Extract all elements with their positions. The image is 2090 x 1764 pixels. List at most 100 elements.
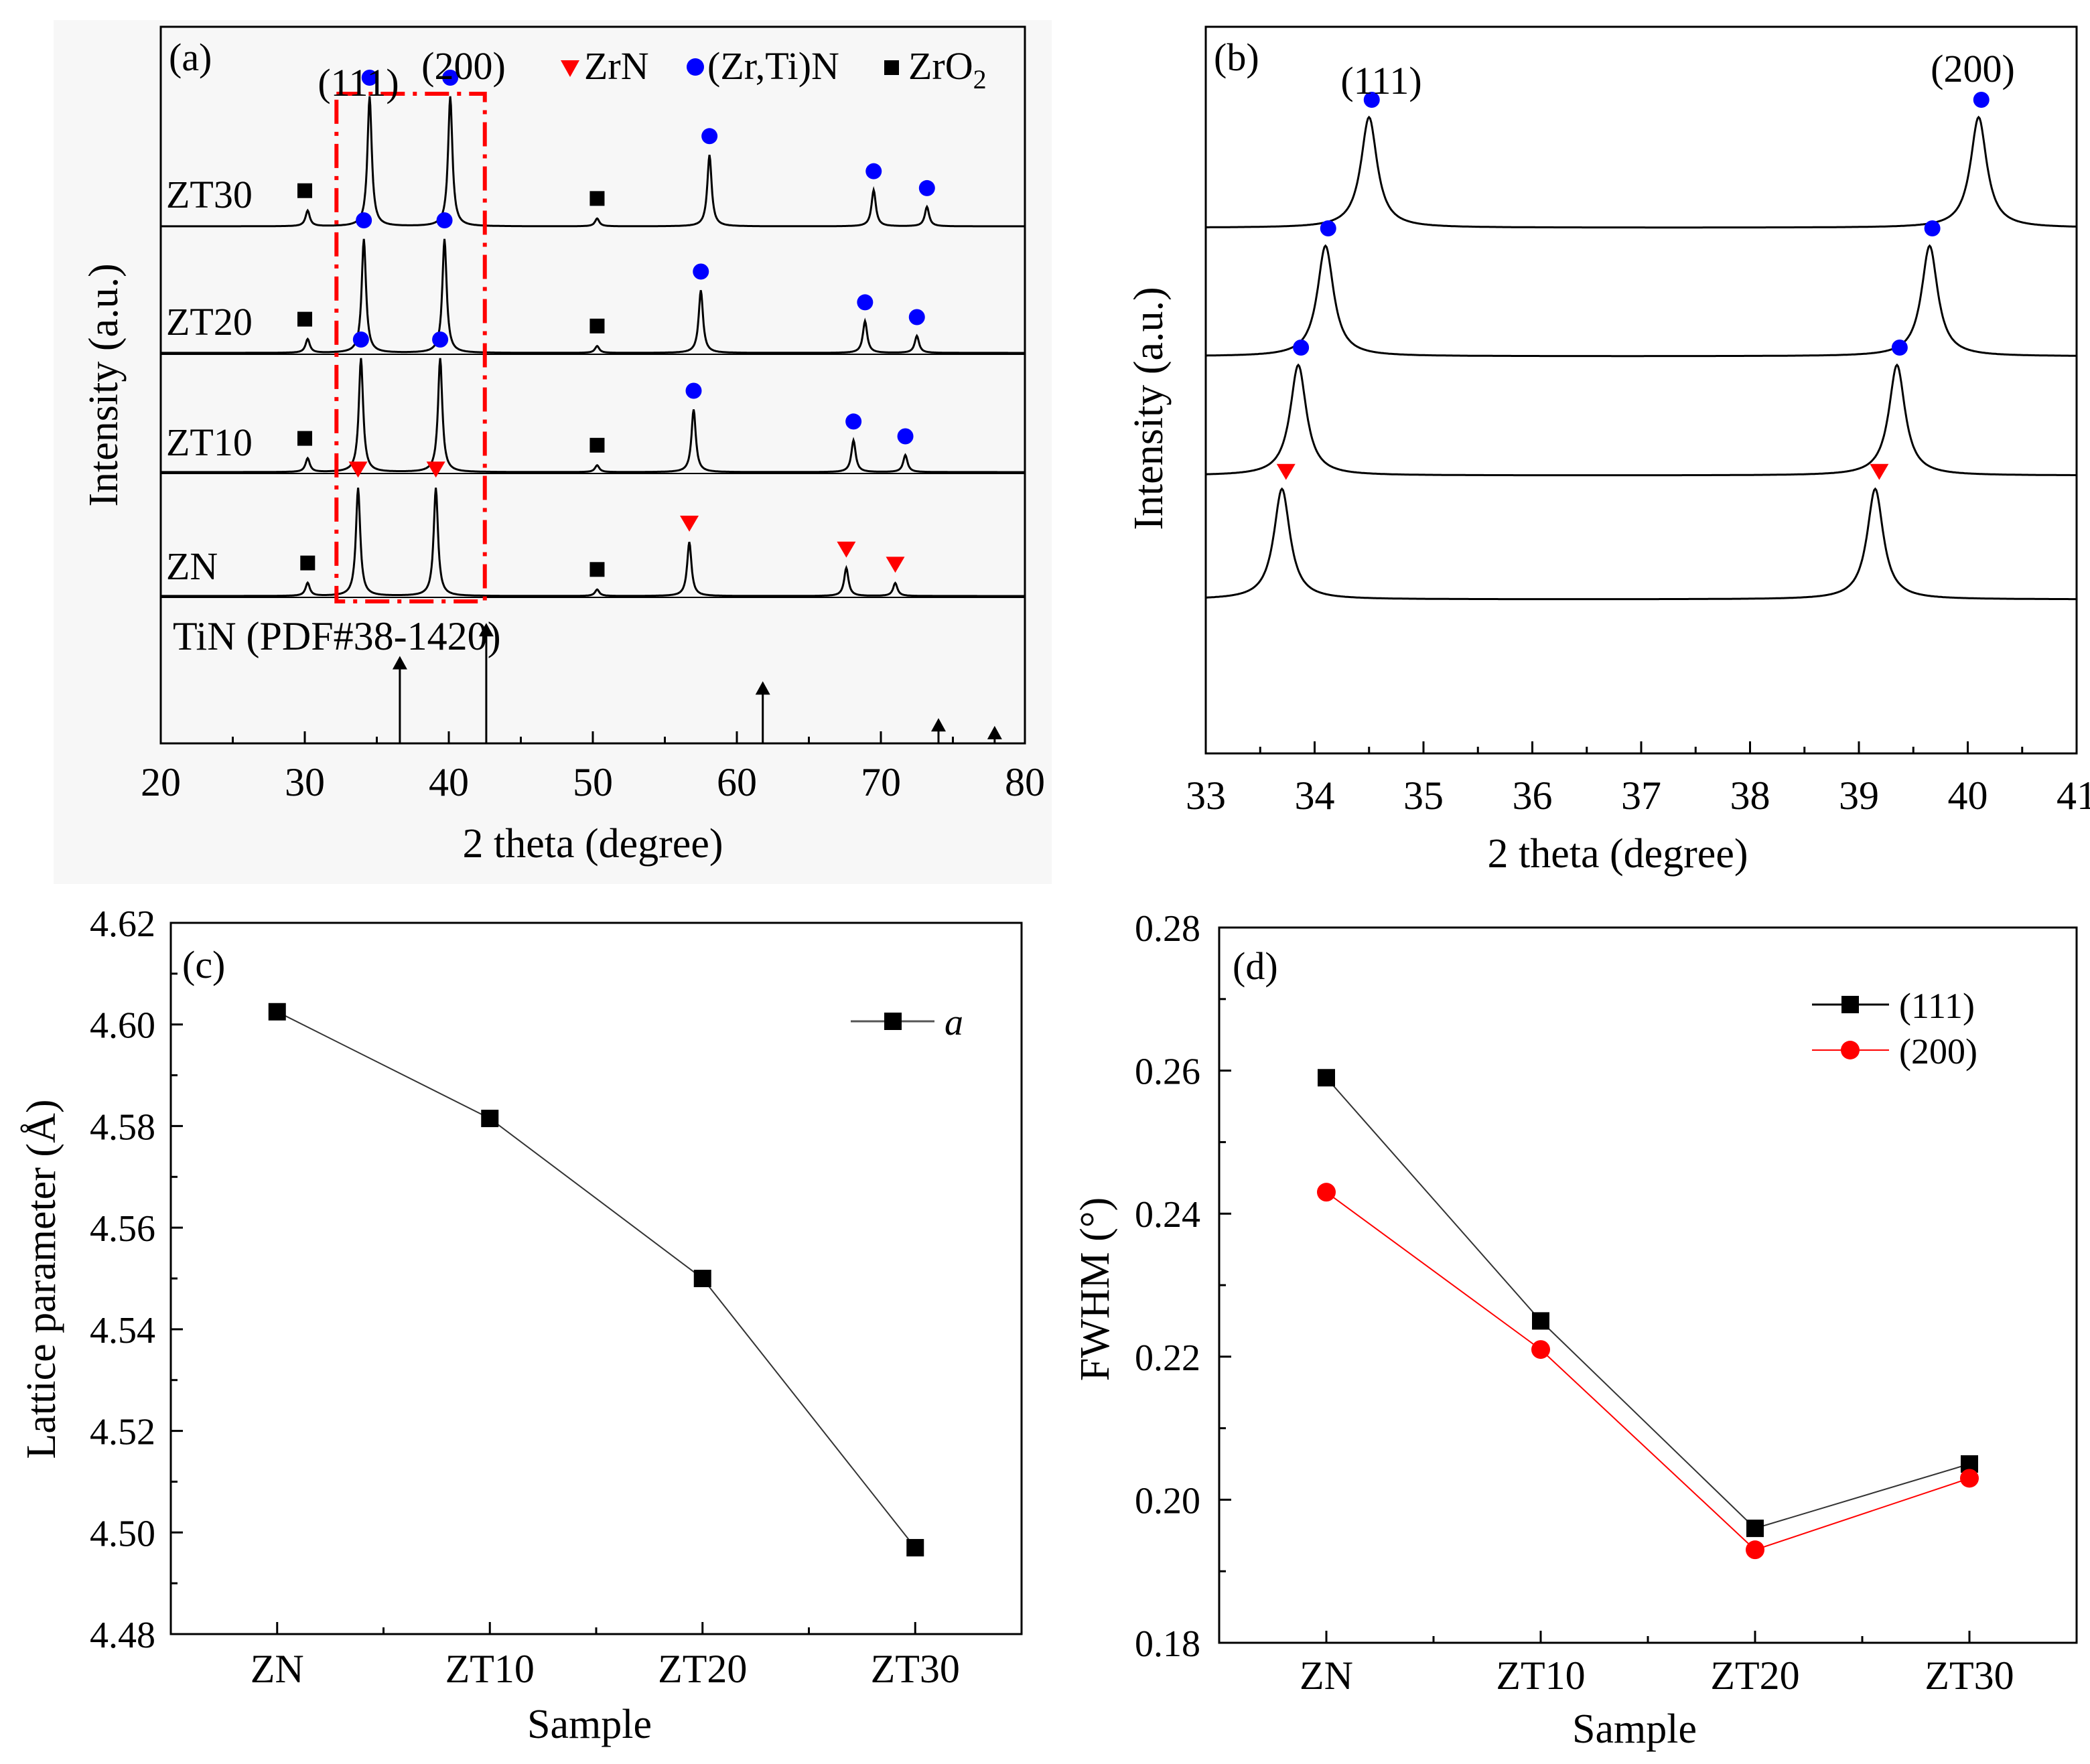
panel-c-xlabel: Sample xyxy=(527,1702,652,1747)
series-zt10-marker-6 xyxy=(897,428,914,445)
reference-arrow-0 xyxy=(392,656,407,670)
series-zn-line xyxy=(161,488,1025,597)
xtick-label-70: 70 xyxy=(861,760,901,804)
xtick-label-60: 60 xyxy=(717,760,757,804)
panel-a-reference-label: TiN (PDF#38-1420) xyxy=(173,614,501,658)
b-series-zt10-marker-0 xyxy=(1293,340,1310,356)
b-xtick-label-36: 36 xyxy=(1513,774,1553,818)
series-zt10-marker-0 xyxy=(297,431,312,446)
panel-a-ylabel: Intensity (a.u.) xyxy=(81,263,127,506)
xtick-label-50: 50 xyxy=(573,760,613,804)
panel-a-peak-200-label: (200) xyxy=(421,44,506,88)
reference-arrow-1 xyxy=(478,623,494,637)
series-zt20-marker-6 xyxy=(908,309,925,325)
c-series-0-point-0 xyxy=(268,1003,286,1021)
c-xtick-label-2: ZT20 xyxy=(658,1647,747,1691)
panel-a-reference-group xyxy=(392,623,1002,743)
series-zt20-marker-4 xyxy=(693,263,709,280)
panel-b-peak-200-label: (200) xyxy=(1931,47,2015,90)
xtick-label-20: 20 xyxy=(141,760,181,804)
d-ytick-label-0: 0.18 xyxy=(1135,1623,1200,1665)
d-ytick-label-2: 0.22 xyxy=(1135,1337,1200,1379)
d-ytick-label-4: 0.26 xyxy=(1135,1051,1200,1093)
panel-d-xticks-group: ZN ZT10 ZT20 ZT30 xyxy=(1300,1631,2014,1698)
legend-200-label: (200) xyxy=(1899,1031,1977,1072)
legend-a-label: a xyxy=(945,1002,963,1043)
b-series-zt30-line xyxy=(1206,115,2077,229)
series-zt30-marker-5 xyxy=(865,163,882,179)
series-zn-label: ZN xyxy=(166,544,218,588)
series-zn-marker-0 xyxy=(300,555,316,571)
legend-a-square-icon xyxy=(884,1013,902,1030)
d-series-0-point-0 xyxy=(1318,1069,1335,1087)
b-series-zt20-line xyxy=(1206,244,2077,358)
panel-d-xlabel: Sample xyxy=(1572,1706,1697,1752)
c-ytick-label-4: 4.56 xyxy=(90,1208,155,1250)
legend-zrn-triangle-icon xyxy=(561,60,579,77)
series-zt10-marker-3 xyxy=(589,437,605,453)
panel-b-frame xyxy=(1204,25,2078,755)
b-series-zn-marker-0 xyxy=(1276,463,1296,480)
series-zn-marker-2 xyxy=(426,461,445,478)
series-zt10-marker-4 xyxy=(685,382,702,399)
d-series-1-point-3 xyxy=(1960,1469,1979,1488)
series-zn-marker-3 xyxy=(589,562,605,577)
panel-a-legend: ZrN (Zr,Ti)N ZrO2 xyxy=(561,44,987,94)
series-zn-marker-4 xyxy=(680,516,699,532)
panel-c-yticks-group: 4.48 4.50 4.52 4.54 4.56 4.58 4.60 4.62 xyxy=(90,903,183,1656)
d-xtick-label-2: ZT20 xyxy=(1710,1653,1799,1698)
panel-d-series-group xyxy=(1317,1069,1979,1560)
d-xtick-label-1: ZT10 xyxy=(1496,1653,1585,1698)
panel-c-xticks-group: ZN ZT10 ZT20 ZT30 xyxy=(251,1622,960,1691)
c-ytick-label-3: 4.54 xyxy=(90,1310,155,1351)
b-series-zn-marker-1 xyxy=(1870,463,1889,480)
series-zt10-label: ZT10 xyxy=(166,421,253,464)
d-series-0-line xyxy=(1326,1077,1970,1530)
c-ytick-label-5: 4.58 xyxy=(90,1106,155,1148)
b-series-zn-line xyxy=(1205,487,2077,601)
panel-c-legend: a xyxy=(851,1002,963,1043)
legend-zro2-base: ZrO xyxy=(908,44,973,88)
panel-d-ylabel: FWHM (°) xyxy=(1072,1197,1118,1382)
series-zt30-marker-6 xyxy=(918,179,935,196)
panel-b-ylabel: Intensity (a.u.) xyxy=(1126,287,1172,530)
c-xtick-label-1: ZT10 xyxy=(445,1647,535,1691)
panel-a-peak-111-label: (111) xyxy=(318,61,399,104)
b-series-zt30-marker-0 xyxy=(1363,92,1380,108)
panel-d: (d) 0.180.200.220.240.260.28 ZN ZT10 ZT20 Z… xyxy=(1072,908,2078,1752)
series-zt30-label: ZT30 xyxy=(166,173,253,216)
d-series-0-point-1 xyxy=(1532,1312,1549,1330)
reference-arrow-4 xyxy=(987,725,1002,739)
xtick-label-30: 30 xyxy=(285,760,325,804)
legend-zro2-label: ZrO2 xyxy=(908,44,987,94)
series-zt20-label: ZT20 xyxy=(166,300,253,344)
panel-c-ylabel: Lattice parameter (Å) xyxy=(19,1100,64,1459)
b-xtick-label-40: 40 xyxy=(1948,774,1988,818)
b-xtick-label-37: 37 xyxy=(1621,774,1661,818)
panel-a-label: (a) xyxy=(169,35,212,79)
legend-zrtin-circle-icon xyxy=(687,58,704,76)
series-zt30-marker-3 xyxy=(589,191,605,206)
series-zt20-marker-5 xyxy=(857,294,874,311)
d-ytick-label-1: 0.20 xyxy=(1135,1480,1200,1522)
panel-b-series-group xyxy=(1205,92,2077,601)
d-xtick-label-0: ZN xyxy=(1300,1653,1353,1698)
d-series-1-point-2 xyxy=(1746,1540,1764,1560)
series-zt30-marker-1 xyxy=(361,70,378,86)
panel-c: (c) 4.484.504.524.544.564.584.604.62 ZN Z… xyxy=(19,903,1023,1747)
panel-a-xticks-group: 20 30 40 50 60 70 80 xyxy=(141,731,1045,804)
b-series-zt10-marker-1 xyxy=(1891,340,1908,356)
d-series-1-point-0 xyxy=(1317,1183,1336,1202)
legend-zrtin-label: (Zr,Ti)N xyxy=(707,44,839,88)
reference-arrow-3 xyxy=(931,718,946,732)
panel-c-series-group xyxy=(268,1003,924,1557)
series-zt20-marker-2 xyxy=(436,212,453,228)
d-ytick-label-3: 0.24 xyxy=(1135,1194,1200,1236)
c-ytick-label-6: 4.60 xyxy=(90,1005,155,1047)
panel-d-yticks-group: 0.18 0.20 0.22 0.24 0.26 0.28 xyxy=(1135,908,1231,1665)
c-ytick-label-7: 4.62 xyxy=(90,903,155,945)
panel-a-background xyxy=(54,20,1052,884)
c-xtick-label-0: ZN xyxy=(251,1647,304,1691)
series-zn-marker-6 xyxy=(886,557,905,573)
